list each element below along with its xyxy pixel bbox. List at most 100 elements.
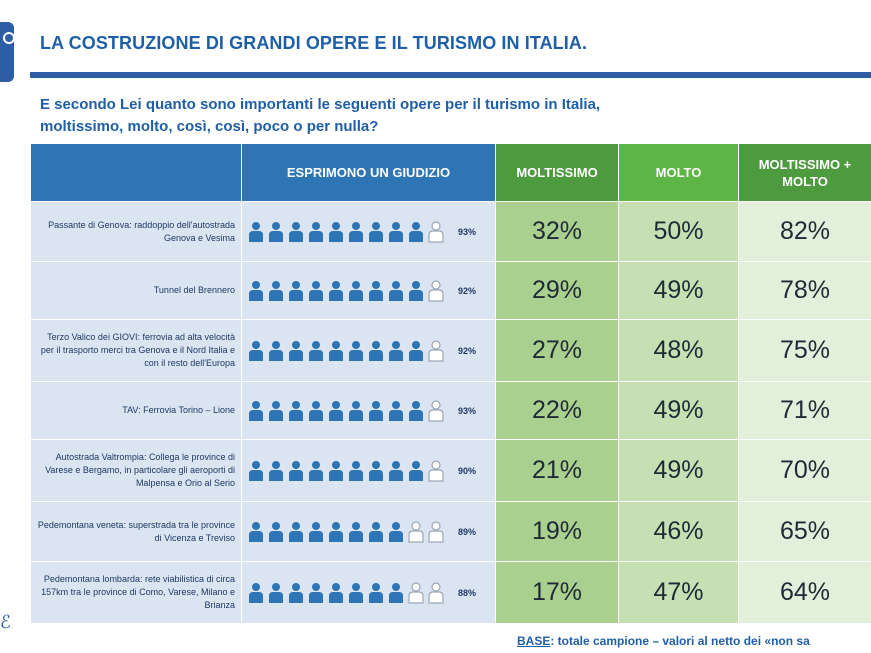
judgment-percent: 93% xyxy=(458,226,477,237)
person-icon xyxy=(329,221,343,242)
judgment-cell: 92% xyxy=(241,319,496,382)
header-molto: MOLTO xyxy=(618,143,739,202)
moltissimo-value: 29% xyxy=(495,261,619,320)
person-icon xyxy=(249,460,263,481)
table-row: Autostrada Valtrompia: Collega le provin… xyxy=(30,439,871,502)
person-icon xyxy=(289,280,303,301)
person-icon xyxy=(409,221,423,242)
person-icon xyxy=(329,521,343,542)
judgment-cell: 92% xyxy=(241,261,496,320)
person-icon xyxy=(269,582,283,603)
person-icon xyxy=(349,340,363,361)
header-moltissimo: MOLTISSIMO xyxy=(495,143,619,202)
row-label: Pedemontana lombarda: rete viabilistica … xyxy=(30,561,242,624)
person-icon xyxy=(409,280,423,301)
judgment-percent: 92% xyxy=(458,345,477,356)
person-outline-icon xyxy=(428,339,444,362)
header-label-cell xyxy=(30,143,242,202)
person-icon xyxy=(369,582,383,603)
person-icon xyxy=(369,521,383,542)
person-icon xyxy=(389,521,403,542)
person-icon xyxy=(249,280,263,301)
moltissimo-value: 27% xyxy=(495,319,619,382)
person-icon xyxy=(369,280,383,301)
person-icon xyxy=(369,340,383,361)
person-icon xyxy=(349,280,363,301)
molto-value: 50% xyxy=(618,201,739,262)
person-icon xyxy=(309,521,323,542)
person-icon xyxy=(289,340,303,361)
person-icon xyxy=(269,280,283,301)
moltissimo-value: 21% xyxy=(495,439,619,502)
row-label: Pedemontana veneta: superstrada tra le p… xyxy=(30,501,242,562)
judgment-pictogram: 88% xyxy=(248,581,491,604)
moltissimo-value: 22% xyxy=(495,381,619,440)
judgment-percent: 93% xyxy=(458,405,477,416)
molto-value: 47% xyxy=(618,561,739,624)
logo-swirl-icon: ℰ xyxy=(0,612,11,632)
person-icon xyxy=(249,400,263,421)
judgment-pictogram: 92% xyxy=(248,339,491,362)
row-label: Passante di Genova: raddoppio dell'autos… xyxy=(30,201,242,262)
table-body: Passante di Genova: raddoppio dell'autos… xyxy=(30,201,871,624)
person-icon xyxy=(249,521,263,542)
person-icon xyxy=(249,582,263,603)
combined-value: 82% xyxy=(738,201,871,262)
person-outline-icon xyxy=(408,520,424,543)
person-icon xyxy=(289,582,303,603)
person-icon xyxy=(329,340,343,361)
person-icon xyxy=(329,582,343,603)
moltissimo-value: 17% xyxy=(495,561,619,624)
header-row: ESPRIMONO UN GIUDIZIO MOLTISSIMO MOLTO M… xyxy=(30,143,871,202)
judgment-pictogram: 90% xyxy=(248,459,491,482)
header-combined: MOLTISSIMO + MOLTO xyxy=(738,143,871,202)
person-icon xyxy=(389,280,403,301)
person-icon xyxy=(269,521,283,542)
molto-value: 49% xyxy=(618,439,739,502)
combined-value: 71% xyxy=(738,381,871,440)
molto-value: 48% xyxy=(618,319,739,382)
person-outline-icon xyxy=(428,399,444,422)
person-outline-icon xyxy=(428,459,444,482)
judgment-cell: 93% xyxy=(241,381,496,440)
person-icon xyxy=(349,221,363,242)
combined-value: 65% xyxy=(738,501,871,562)
person-icon xyxy=(389,460,403,481)
person-icon xyxy=(389,221,403,242)
table-row: TAV: Ferrovia Torino – Lione 93% 22% 49% 71% xyxy=(30,381,871,440)
page-title: LA COSTRUZIONE DI GRANDI OPERE E IL TURI… xyxy=(40,33,588,53)
person-icon xyxy=(409,400,423,421)
person-icon xyxy=(329,460,343,481)
moltissimo-value: 19% xyxy=(495,501,619,562)
person-icon xyxy=(249,221,263,242)
moltissimo-value: 32% xyxy=(495,201,619,262)
person-icon xyxy=(349,521,363,542)
person-icon xyxy=(369,221,383,242)
person-icon xyxy=(309,221,323,242)
brand-strip: ℰ xyxy=(0,0,16,653)
results-table: ESPRIMONO UN GIUDIZIO MOLTISSIMO MOLTO M… xyxy=(30,143,871,624)
person-icon xyxy=(289,460,303,481)
header-judgment: ESPRIMONO UN GIUDIZIO xyxy=(241,143,496,202)
judgment-cell: 90% xyxy=(241,439,496,502)
row-label: TAV: Ferrovia Torino – Lione xyxy=(30,381,242,440)
person-icon xyxy=(249,340,263,361)
person-icon xyxy=(409,460,423,481)
person-icon xyxy=(269,221,283,242)
judgment-percent: 89% xyxy=(458,526,477,537)
judgment-cell: 93% xyxy=(241,201,496,262)
judgment-pictogram: 93% xyxy=(248,220,491,243)
person-icon xyxy=(329,280,343,301)
person-icon xyxy=(289,221,303,242)
person-icon xyxy=(309,400,323,421)
table-row: Terzo Valico dei GIOVI: ferrovia ad alta… xyxy=(30,319,871,382)
base-label: BASE xyxy=(517,634,551,648)
combined-value: 78% xyxy=(738,261,871,320)
person-icon xyxy=(309,280,323,301)
judgment-percent: 90% xyxy=(458,465,477,476)
person-outline-icon xyxy=(428,581,444,604)
person-icon xyxy=(369,460,383,481)
table-row: Pedemontana lombarda: rete viabilistica … xyxy=(30,561,871,624)
person-icon xyxy=(369,400,383,421)
judgment-cell: 89% xyxy=(241,501,496,562)
